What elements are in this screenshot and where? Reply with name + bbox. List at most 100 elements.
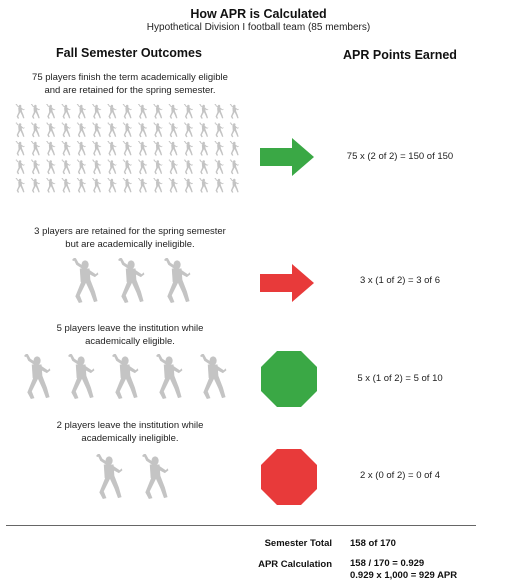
football-player-icon	[214, 177, 224, 193]
football-player-icon	[153, 122, 163, 138]
semester-total-value: 158 of 170	[350, 538, 396, 549]
football-player-icon	[46, 104, 56, 119]
football-player-icon	[46, 177, 56, 193]
football-player-icon	[15, 177, 25, 193]
football-player-icon	[76, 159, 86, 175]
football-player-icon	[107, 177, 117, 193]
football-player-icon	[229, 177, 239, 193]
football-player-icon	[91, 140, 102, 156]
outcome-1-arrow-icon	[258, 136, 316, 178]
apr-calculation-line2: 0.929 x 1,000 = 929 APR	[350, 570, 458, 581]
football-player-icon	[15, 104, 25, 119]
outcome-3-players-row	[14, 354, 230, 400]
outcome-3-line2: academically eligible.	[85, 335, 175, 347]
football-player-icon	[137, 140, 148, 156]
football-player-icon	[199, 354, 227, 400]
football-player-icon	[153, 104, 163, 119]
football-player-icon	[122, 104, 132, 119]
football-player-icon	[122, 159, 132, 175]
football-player-icon	[137, 104, 148, 119]
football-player-icon	[91, 122, 102, 138]
football-player-icon	[107, 140, 117, 156]
football-player-icon	[91, 104, 102, 119]
football-player-icon	[199, 104, 209, 119]
football-player-icon	[15, 122, 25, 138]
apr-calculation-label: APR Calculation	[258, 559, 332, 570]
football-player-icon	[137, 122, 148, 138]
football-player-icon	[183, 122, 194, 138]
football-player-icon	[214, 122, 224, 138]
football-player-icon	[183, 104, 194, 119]
football-player-icon	[91, 177, 102, 193]
outcome-4-points: 2 x (0 of 2) = 0 of 4	[359, 470, 440, 481]
football-player-icon	[183, 140, 194, 156]
right-column-heading: APR Points Earned	[343, 48, 457, 62]
football-player-icon	[67, 354, 95, 400]
football-player-icon	[46, 159, 56, 175]
football-player-icon	[61, 122, 71, 138]
football-player-icon	[111, 354, 139, 400]
outcome-2-arrow-icon	[258, 262, 316, 304]
football-player-icon	[168, 159, 178, 175]
football-player-icon	[15, 159, 25, 175]
football-player-icon	[117, 258, 145, 304]
football-player-icon	[153, 159, 163, 175]
football-player-icon	[76, 140, 86, 156]
outcome-1-line2: and are retained for the spring semester…	[44, 84, 216, 96]
football-player-icon	[168, 140, 178, 156]
page-title: How APR is Calculated	[190, 7, 327, 21]
football-player-icon	[137, 159, 148, 175]
football-player-icon	[30, 122, 41, 138]
outcome-4-octagon-icon	[260, 448, 318, 506]
football-player-icon	[214, 104, 224, 119]
outcome-3-octagon-icon	[260, 350, 318, 408]
outcome-2-players-row	[62, 258, 194, 304]
football-player-icon	[46, 122, 56, 138]
football-player-icon	[137, 177, 148, 193]
football-player-icon	[199, 122, 209, 138]
football-player-icon	[168, 104, 178, 119]
football-player-icon	[30, 104, 41, 119]
football-player-icon	[61, 159, 71, 175]
outcome-2-line1: 3 players are retained for the spring se…	[34, 226, 226, 237]
outcome-1-points: 75 x (2 of 2) = 150 of 150	[346, 151, 454, 162]
football-player-icon	[122, 177, 132, 193]
outcome-4-players-row	[86, 454, 172, 500]
outcome-4-description: 2 players leave the institution while ac…	[10, 420, 250, 445]
football-player-icon	[214, 140, 224, 156]
outcome-1-line1: 75 players finish the term academically …	[32, 72, 228, 83]
apr-calculation-line1: 158 / 170 = 0.929	[350, 558, 425, 569]
football-player-icon	[46, 140, 56, 156]
outcome-2-description: 3 players are retained for the spring se…	[10, 226, 250, 251]
football-player-icon	[122, 122, 132, 138]
page-subtitle: Hypothetical Division I football team (8…	[146, 22, 371, 33]
football-player-icon	[141, 454, 169, 500]
semester-total-label: Semester Total	[264, 538, 332, 549]
football-player-icon	[61, 104, 71, 119]
football-player-icon	[168, 177, 178, 193]
left-column-heading: Fall Semester Outcomes	[56, 46, 202, 60]
football-player-icon	[30, 159, 41, 175]
football-player-icon	[76, 104, 86, 119]
football-player-icon	[76, 122, 86, 138]
outcome-2-points: 3 x (1 of 2) = 3 of 6	[359, 275, 440, 286]
football-player-icon	[229, 159, 239, 175]
football-player-icon	[199, 159, 209, 175]
football-player-icon	[183, 159, 194, 175]
football-player-icon	[30, 177, 41, 193]
outcome-1-description: 75 players finish the term academically …	[10, 72, 250, 97]
outcome-1-players-grid	[12, 104, 240, 193]
outcome-3-line1: 5 players leave the institution while	[56, 323, 204, 334]
football-player-icon	[15, 140, 25, 156]
football-player-icon	[107, 122, 117, 138]
football-player-icon	[199, 177, 209, 193]
football-player-icon	[107, 104, 117, 119]
football-player-icon	[229, 122, 239, 138]
outcome-4-line1: 2 players leave the institution while	[56, 420, 204, 431]
football-player-icon	[107, 159, 117, 175]
football-player-icon	[91, 159, 102, 175]
football-player-icon	[183, 177, 194, 193]
football-player-icon	[23, 354, 51, 400]
outcome-3-description: 5 players leave the institution while ac…	[10, 323, 250, 348]
football-player-icon	[30, 140, 41, 156]
